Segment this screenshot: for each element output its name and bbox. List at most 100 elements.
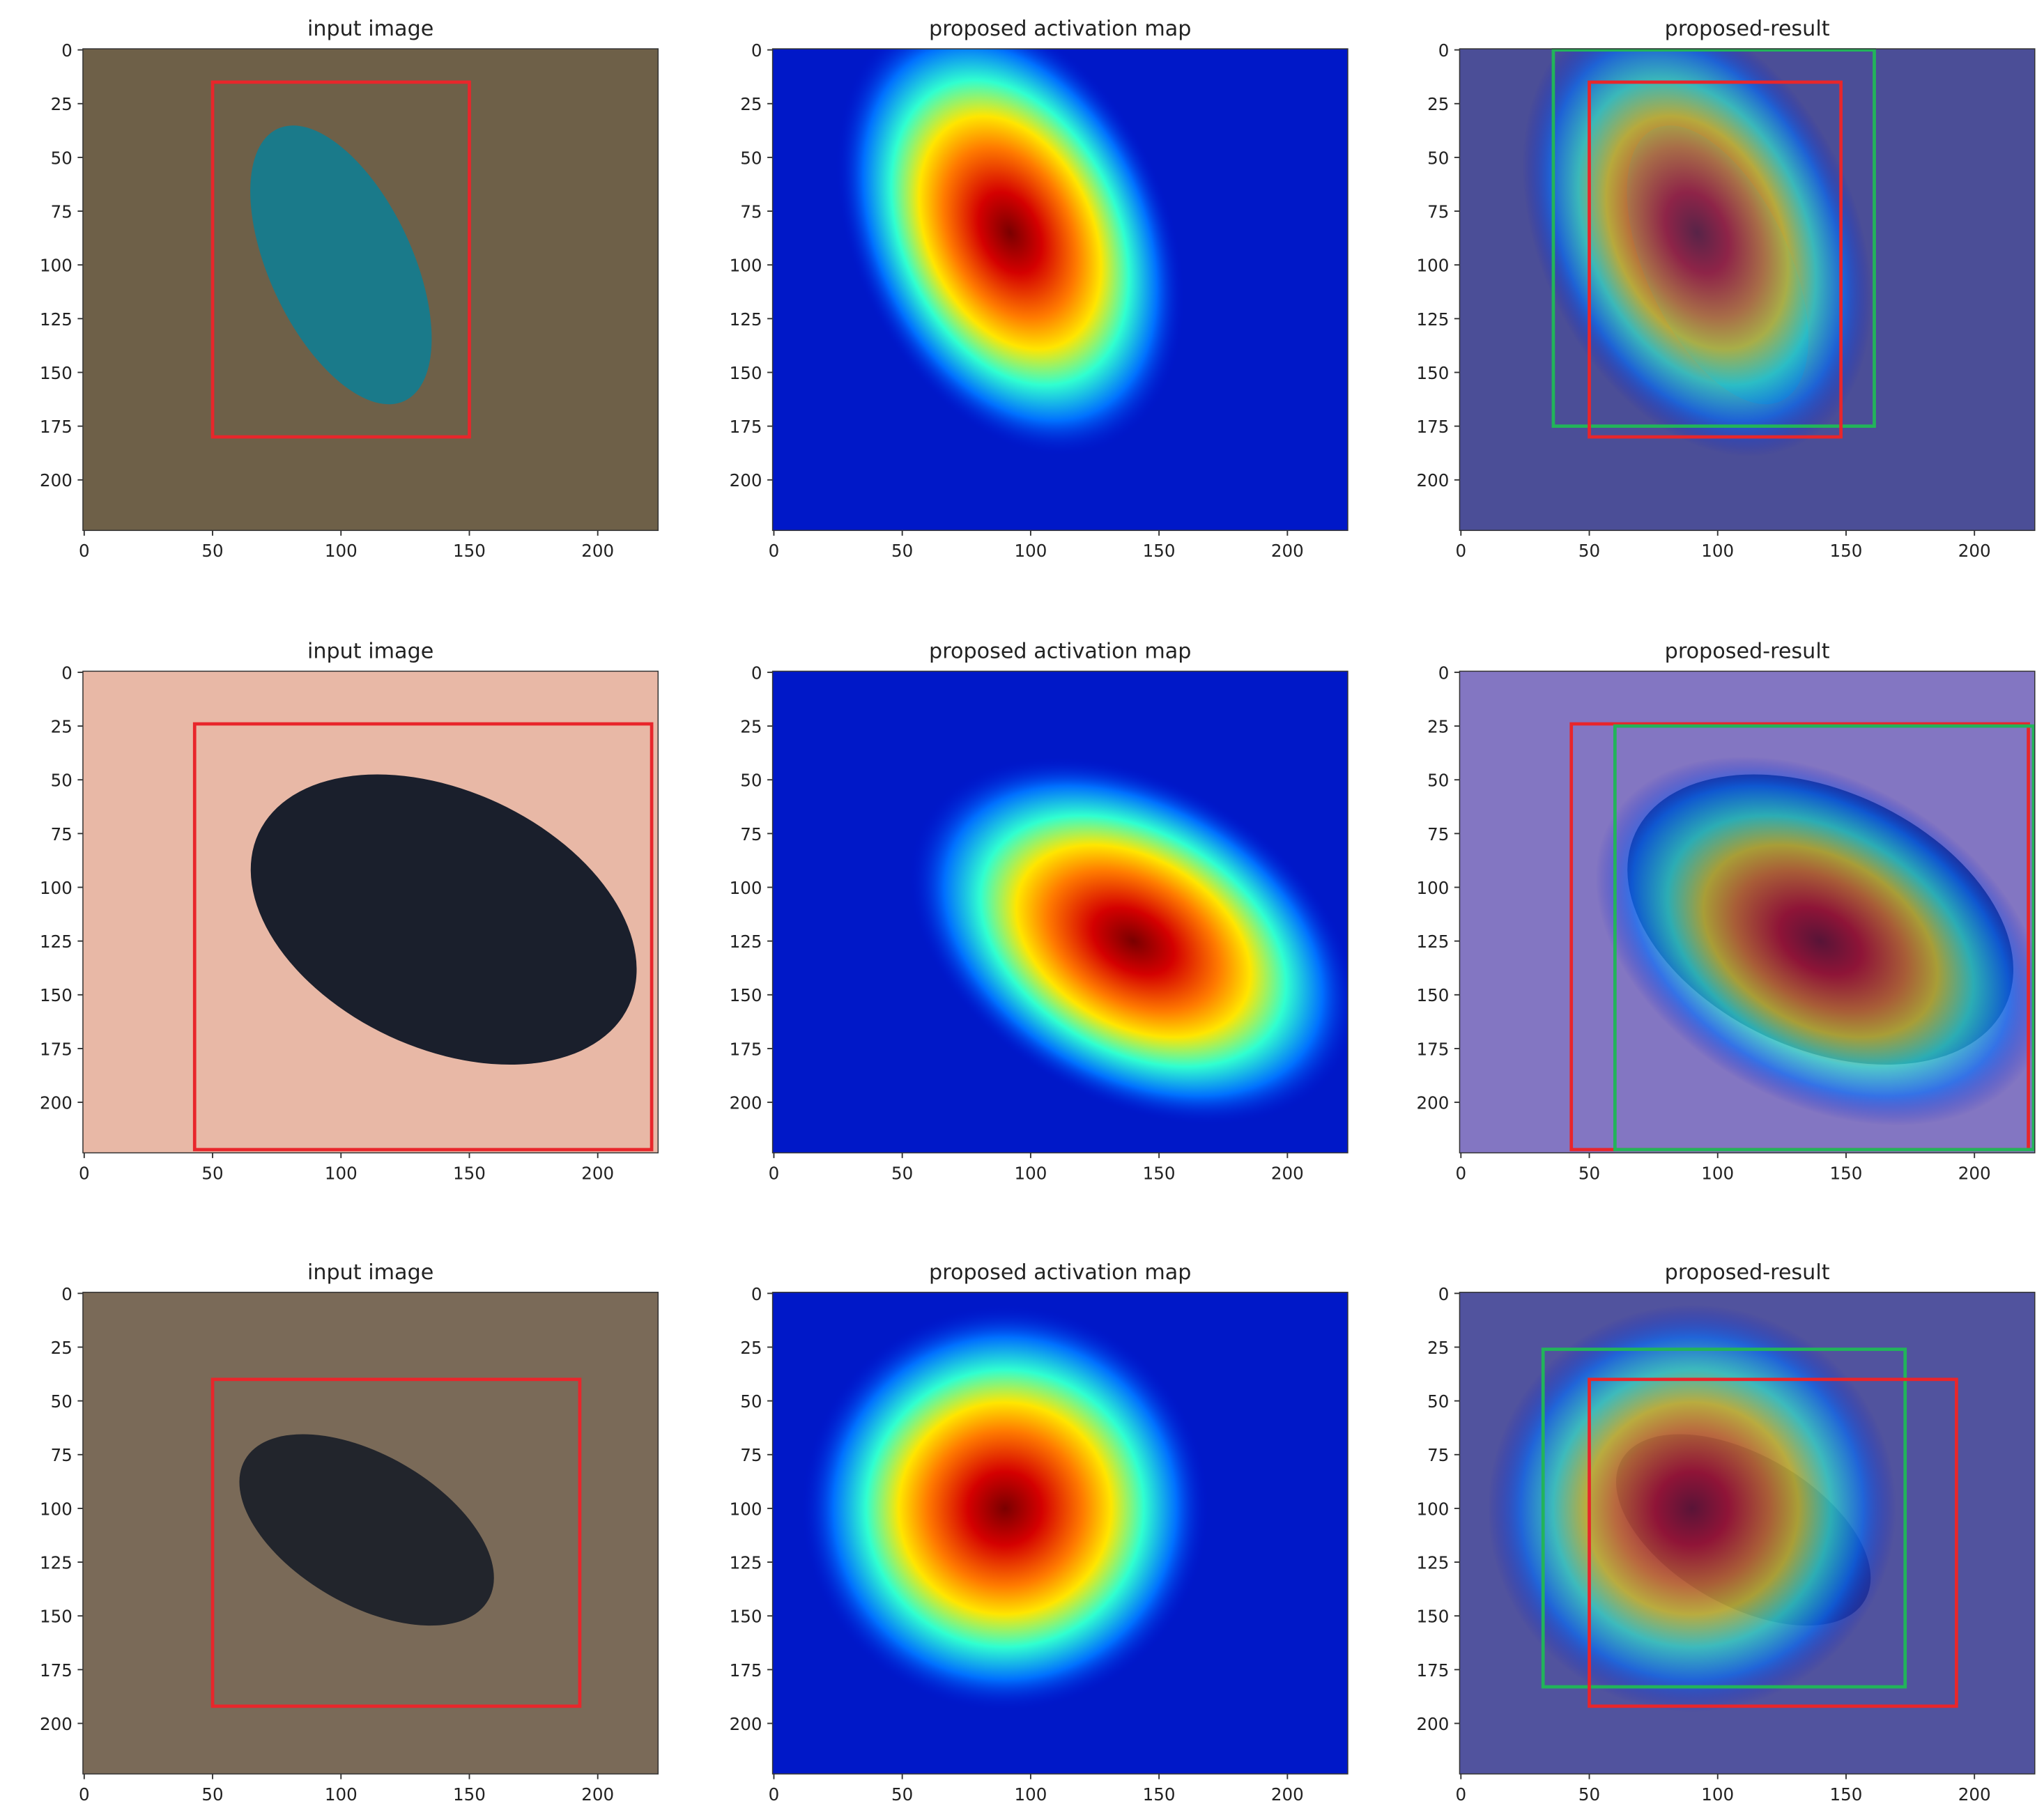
x-tick-label: 100 <box>1014 541 1047 561</box>
x-tick-label: 50 <box>201 1784 223 1805</box>
y-tick-label: 125 <box>730 309 762 330</box>
x-tick-label: 150 <box>1143 1163 1176 1183</box>
x-tick-label: 100 <box>325 1784 358 1805</box>
x-tick-label: 200 <box>1958 541 1991 561</box>
y-tick-label: 75 <box>51 824 72 844</box>
bounding-box <box>210 80 471 439</box>
x-tick-label: 50 <box>891 1163 913 1183</box>
y-tick-label: 125 <box>1416 1553 1449 1573</box>
y-tick-label: 125 <box>730 1553 762 1573</box>
x-tick-label: 200 <box>581 1163 614 1183</box>
y-tick-label: 50 <box>740 148 762 168</box>
y-tick-label: 100 <box>1416 256 1449 276</box>
axes-frame <box>771 1292 1348 1775</box>
bird <box>250 774 637 1065</box>
y-tick-label: 100 <box>1416 878 1449 898</box>
x-tick-label: 200 <box>1958 1784 1991 1805</box>
y-tick-label: 125 <box>40 309 72 330</box>
axes-frame <box>1459 1292 2036 1775</box>
y-tick-label: 100 <box>40 256 72 276</box>
x-tick-label: 200 <box>1271 1784 1304 1805</box>
x-tick-label: 150 <box>1830 541 1863 561</box>
panel: input image 0 50 100 150 200 0 25 50 75 100 125 150 1… <box>40 1260 659 1805</box>
x-tick-label: 200 <box>1271 1163 1304 1183</box>
y-tick-label: 75 <box>740 1445 762 1465</box>
y-tick-label: 50 <box>1427 771 1449 791</box>
x-tick-label: 100 <box>1014 1163 1047 1183</box>
y-tick-label: 75 <box>740 824 762 844</box>
bird <box>239 1434 494 1626</box>
y-tick-label: 75 <box>1427 824 1449 844</box>
axes-frame <box>82 1292 659 1775</box>
y-tick-label: 150 <box>1416 363 1449 383</box>
axes-frame <box>82 670 659 1154</box>
panel-title: proposed activation map <box>929 1260 1191 1285</box>
panel: proposed activation map 0 50 100 150 200 0 25 50… <box>730 1260 1348 1805</box>
image-area <box>82 671 659 1153</box>
y-tick-label: 50 <box>1427 148 1449 168</box>
image-area <box>772 1292 1348 1775</box>
y-tick-label: 175 <box>730 417 762 437</box>
x-tick-label: 50 <box>201 1163 223 1183</box>
y-tick-label: 25 <box>51 94 72 114</box>
image-area <box>82 1292 659 1775</box>
panel-title: input image <box>307 17 433 41</box>
axes-frame <box>82 48 659 532</box>
y-tick-label: 25 <box>740 1338 762 1358</box>
y-tick-label: 175 <box>1416 1660 1449 1681</box>
y-tick-label: 200 <box>40 1714 72 1734</box>
activation <box>1595 756 2035 1126</box>
panel: input image 0 50 100 150 200 0 25 50 75 100 125 150 1… <box>40 17 659 561</box>
panel: proposed activation map 0 50 100 150 200 0 25 50… <box>730 17 1348 561</box>
x-tick-label: 100 <box>1701 541 1734 561</box>
y-tick-label: 150 <box>40 985 72 1005</box>
axes-frame <box>771 48 1348 532</box>
y-tick-label: 100 <box>730 256 762 276</box>
x-tick-label: 0 <box>769 541 780 561</box>
x-tick-label: 50 <box>201 541 223 561</box>
y-tick-label: 25 <box>740 717 762 737</box>
activation <box>908 756 1348 1126</box>
x-tick-label: 150 <box>453 1784 486 1805</box>
panel: proposed-result 0 50 100 150 200 0 25 50 75 100 125… <box>1416 17 2036 561</box>
y-tick-label: 25 <box>51 1338 72 1358</box>
y-tick-label: 75 <box>1427 201 1449 222</box>
x-tick-label: 150 <box>1830 1163 1863 1183</box>
y-tick-label: 125 <box>40 1553 72 1573</box>
y-tick-label: 200 <box>730 1714 762 1734</box>
y-tick-label: 100 <box>1416 1499 1449 1519</box>
y-tick-label: 150 <box>40 1607 72 1627</box>
y-tick-label: 50 <box>1427 1391 1449 1412</box>
y-tick-label: 200 <box>1416 470 1449 491</box>
y-tick-label: 200 <box>1416 1714 1449 1734</box>
y-tick-label: 150 <box>730 1607 762 1627</box>
bird <box>250 125 432 405</box>
x-tick-label: 0 <box>79 1784 90 1805</box>
y-tick-label: 150 <box>1416 1607 1449 1627</box>
y-tick-label: 50 <box>51 771 72 791</box>
axes-frame <box>771 670 1348 1154</box>
x-tick-label: 200 <box>1271 541 1304 561</box>
y-tick-label: 75 <box>51 1445 72 1465</box>
bounding-box <box>192 722 654 1152</box>
y-tick-label: 0 <box>61 1284 72 1304</box>
y-tick-label: 200 <box>1416 1093 1449 1113</box>
y-tick-label: 175 <box>40 1039 72 1059</box>
y-tick-label: 50 <box>51 1391 72 1412</box>
y-tick-label: 0 <box>1438 40 1450 61</box>
y-tick-label: 200 <box>40 1093 72 1113</box>
panel-title: proposed activation map <box>929 17 1191 41</box>
x-tick-label: 200 <box>581 541 614 561</box>
y-tick-label: 0 <box>1438 1284 1450 1304</box>
image-area <box>1459 671 2035 1153</box>
bounding-box <box>210 1377 582 1708</box>
x-tick-label: 150 <box>453 541 486 561</box>
x-tick-label: 50 <box>1578 1784 1600 1805</box>
x-tick-label: 0 <box>79 1163 90 1183</box>
y-tick-label: 200 <box>730 1093 762 1113</box>
y-tick-label: 175 <box>40 1660 72 1681</box>
panel-title: proposed-result <box>1665 639 1830 663</box>
y-tick-label: 200 <box>730 470 762 491</box>
y-tick-label: 25 <box>1427 1338 1449 1358</box>
